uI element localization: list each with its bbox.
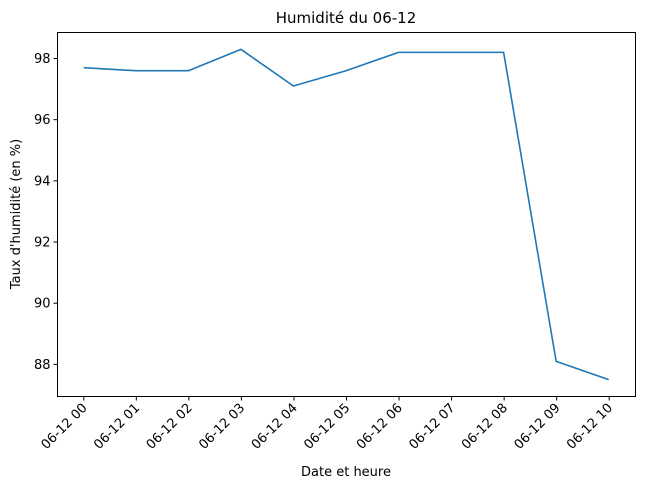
y-tick-label: 92 xyxy=(34,236,51,251)
y-tick-label: 90 xyxy=(34,297,51,312)
chart-title: Humidité du 06-12 xyxy=(276,9,417,27)
y-tick-label: 94 xyxy=(34,174,51,189)
x-tick-label: 06-12 09 xyxy=(512,401,564,453)
x-tick-label: 06-12 03 xyxy=(196,401,248,453)
series-line xyxy=(83,48,609,381)
y-tick-label: 96 xyxy=(34,113,51,128)
x-tick-label: 06-12 10 xyxy=(564,401,616,453)
x-tick-label: 06-12 06 xyxy=(354,401,406,453)
x-tick-label: 06-12 02 xyxy=(144,401,196,453)
y-axis-label: Taux d'humidité (en %) xyxy=(9,139,24,290)
x-tick-label: 06-12 08 xyxy=(459,401,511,453)
series-layer xyxy=(83,48,609,381)
x-axis-label: Date et heure xyxy=(301,465,391,480)
y-axis: 88 90 92 94 96 98 xyxy=(34,52,58,373)
plot-area xyxy=(57,32,636,397)
x-tick-label: 06-12 00 xyxy=(39,401,91,453)
x-tick-label: 06-12 05 xyxy=(301,401,353,453)
y-tick-label: 88 xyxy=(34,358,51,373)
x-tick-label: 06-12 01 xyxy=(91,401,143,453)
x-axis: 06-12 00 06-12 01 06-12 02 06-12 03 06-12 04… xyxy=(39,396,616,453)
x-tick-label: 06-12 04 xyxy=(249,401,301,453)
y-tick-label: 98 xyxy=(34,52,51,67)
x-tick-label: 06-12 07 xyxy=(406,401,458,453)
